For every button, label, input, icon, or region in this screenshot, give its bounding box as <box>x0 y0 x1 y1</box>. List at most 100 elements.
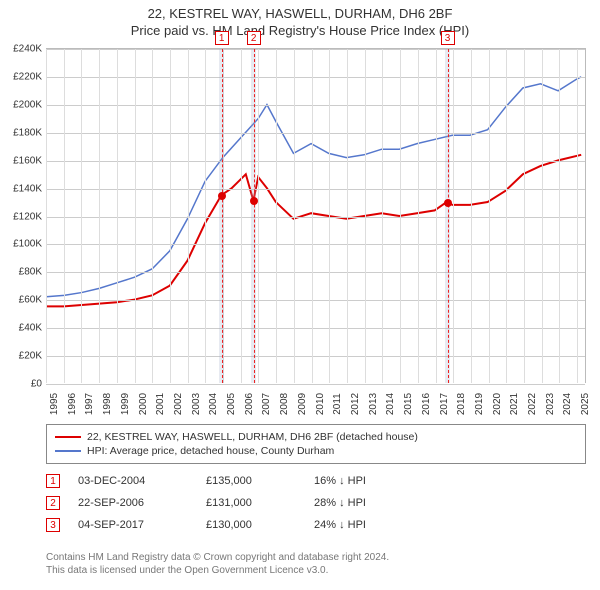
x-tick-label: 2006 <box>244 393 255 415</box>
x-gridline <box>188 49 189 383</box>
sale-hpi-diff: 28% ↓ HPI <box>314 497 404 509</box>
y-tick-label: £80K <box>0 267 42 278</box>
sale-row: 3 04-SEP-2017 £130,000 24% ↓ HPI <box>46 514 586 536</box>
x-tick-label: 2003 <box>191 393 202 415</box>
x-tick-label: 2010 <box>315 393 326 415</box>
x-tick-label: 1999 <box>120 393 131 415</box>
x-gridline <box>99 49 100 383</box>
x-tick-label: 2021 <box>509 393 520 415</box>
y-gridline <box>46 161 585 162</box>
x-gridline <box>241 49 242 383</box>
x-gridline <box>170 49 171 383</box>
y-tick-label: £160K <box>0 155 42 166</box>
x-tick-label: 2018 <box>456 393 467 415</box>
x-tick-label: 1996 <box>67 393 78 415</box>
chart-container: 22, KESTREL WAY, HASWELL, DURHAM, DH6 2B… <box>0 0 600 590</box>
sales-list: 1 03-DEC-2004 £135,000 16% ↓ HPI 2 22-SEP-200… <box>46 470 586 536</box>
x-tick-label: 2024 <box>562 393 573 415</box>
title-block: 22, KESTREL WAY, HASWELL, DURHAM, DH6 2B… <box>0 0 600 42</box>
y-tick-label: £200K <box>0 99 42 110</box>
x-gridline <box>276 49 277 383</box>
x-gridline <box>46 49 47 383</box>
series-hpi <box>46 77 581 297</box>
sale-row: 222-SEP-2006£131,00028% ↓ HPI <box>46 492 586 514</box>
y-tick-label: £140K <box>0 183 42 194</box>
x-gridline <box>400 49 401 383</box>
sale-number-box: 1 <box>46 474 60 488</box>
y-gridline <box>46 272 585 273</box>
x-gridline <box>329 49 330 383</box>
title-subtitle: Price paid vs. HM Land Registry's House … <box>0 23 600 40</box>
sale-date: 04-SEP-2017 <box>78 519 188 531</box>
y-gridline <box>46 77 585 78</box>
x-tick-label: 2017 <box>439 393 450 415</box>
y-tick-label: £60K <box>0 295 42 306</box>
sale-marker-dot <box>444 199 452 207</box>
x-gridline <box>347 49 348 383</box>
legend-swatch <box>55 450 81 452</box>
y-tick-label: £20K <box>0 351 42 362</box>
x-gridline <box>524 49 525 383</box>
x-tick-label: 2002 <box>173 393 184 415</box>
sale-marker-number: 3 <box>441 31 455 45</box>
sale-hpi-diff: 24% ↓ HPI <box>314 519 404 531</box>
x-gridline <box>312 49 313 383</box>
x-tick-label: 2022 <box>527 393 538 415</box>
x-tick-label: 2008 <box>279 393 290 415</box>
x-tick-label: 2009 <box>297 393 308 415</box>
x-tick-label: 2012 <box>350 393 361 415</box>
sale-marker-number: 2 <box>247 31 261 45</box>
x-gridline <box>152 49 153 383</box>
x-gridline <box>205 49 206 383</box>
y-gridline <box>46 328 585 329</box>
sale-marker-dot <box>218 192 226 200</box>
y-gridline <box>46 217 585 218</box>
x-tick-label: 2016 <box>421 393 432 415</box>
y-gridline <box>46 300 585 301</box>
sale-marker-line <box>448 49 449 383</box>
sale-marker-line <box>222 49 223 383</box>
sale-date: 03-DEC-2004 <box>78 475 188 487</box>
sale-number-box: 2 <box>46 496 60 510</box>
x-gridline <box>365 49 366 383</box>
x-tick-label: 2011 <box>332 393 343 415</box>
sale-hpi-diff: 16% ↓ HPI <box>314 475 404 487</box>
x-tick-label: 2013 <box>368 393 379 415</box>
x-gridline <box>117 49 118 383</box>
y-gridline <box>46 189 585 190</box>
series-property <box>46 155 581 307</box>
legend-swatch <box>55 436 81 438</box>
x-gridline <box>258 49 259 383</box>
sale-price: £130,000 <box>206 519 296 531</box>
x-gridline <box>559 49 560 383</box>
x-gridline <box>506 49 507 383</box>
x-gridline <box>294 49 295 383</box>
sale-date: 22-SEP-2006 <box>78 497 188 509</box>
x-gridline <box>135 49 136 383</box>
x-gridline <box>81 49 82 383</box>
legend-row: 22, KESTREL WAY, HASWELL, DURHAM, DH6 2B… <box>55 430 577 444</box>
y-tick-label: £180K <box>0 127 42 138</box>
x-tick-label: 2019 <box>474 393 485 415</box>
y-tick-label: £40K <box>0 323 42 334</box>
sale-number-box: 3 <box>46 518 60 532</box>
y-tick-label: £240K <box>0 44 42 55</box>
x-gridline <box>453 49 454 383</box>
x-gridline <box>418 49 419 383</box>
chart-area: £0£20K£40K£60K£80K£100K£120K£140K£160K£1… <box>46 48 586 383</box>
y-tick-label: £100K <box>0 239 42 250</box>
sale-price: £135,000 <box>206 475 296 487</box>
sale-marker-line <box>254 49 255 383</box>
x-tick-label: 2025 <box>580 393 591 415</box>
y-gridline <box>46 105 585 106</box>
footer-attribution: Contains HM Land Registry data © Crown c… <box>46 552 586 577</box>
x-gridline <box>471 49 472 383</box>
footer-line1: Contains HM Land Registry data © Crown c… <box>46 552 586 565</box>
x-tick-label: 2001 <box>155 393 166 415</box>
x-tick-label: 2005 <box>226 393 237 415</box>
sale-row: 1 03-DEC-2004 £135,000 16% ↓ HPI <box>46 470 586 492</box>
x-gridline <box>382 49 383 383</box>
x-tick-label: 2020 <box>492 393 503 415</box>
x-tick-label: 2007 <box>261 393 272 415</box>
legend-label: 22, KESTREL WAY, HASWELL, DURHAM, DH6 2B… <box>87 431 418 443</box>
